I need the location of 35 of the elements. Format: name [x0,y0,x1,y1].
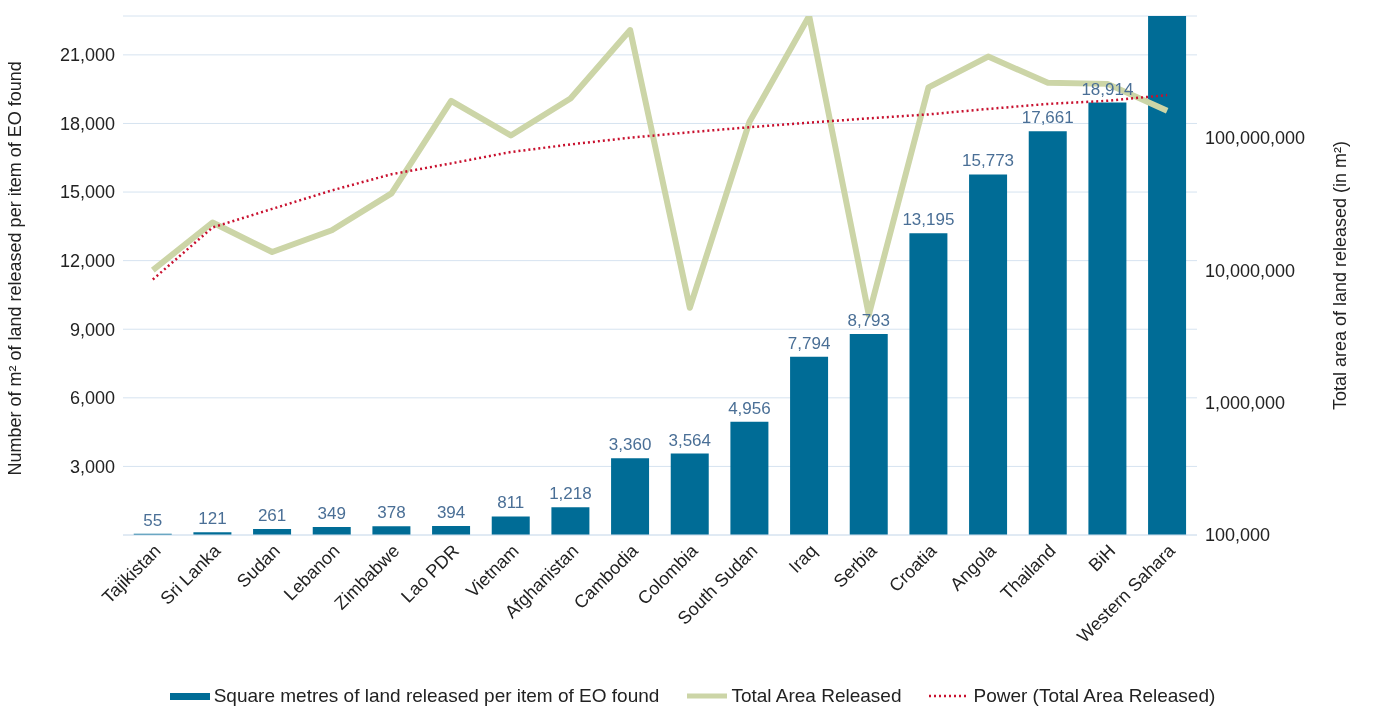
data-label: 349 [317,504,346,524]
data-label: 1,218 [549,484,592,504]
y2-tick-label: 10,000,000 [1205,260,1296,281]
x-tick-label: Iraq [784,540,822,577]
legend-label: Power (Total Area Released) [972,685,1216,707]
data-label: 4,956 [728,398,771,418]
data-label: 3,360 [608,435,652,455]
data-label: 8,793 [847,310,891,330]
y2-tick-label: 100,000,000 [1205,128,1306,149]
y2-tick-label: 1,000,000 [1205,392,1286,413]
y-tick-label: 9,000 [69,319,115,340]
data-label: 3,564 [668,430,712,450]
data-label: 121 [198,509,227,529]
y-tick-label: 15,000 [59,182,115,203]
y-tick-label: 6,000 [69,388,115,409]
y-tick-label: 3,000 [69,456,115,477]
data-label: 55 [143,510,163,530]
legend-label: Total Area Released [730,685,902,707]
data-label: 811 [497,493,525,513]
data-label: 17,661 [1021,108,1074,128]
x-tick-label: BiH [1084,540,1120,576]
data-label: 261 [257,506,287,526]
y-tick-label: 18,000 [59,113,115,134]
data-label: 7,794 [787,333,831,353]
data-label: 18,914 [1081,79,1134,99]
y2-axis-title: Total area of land released (in m²) [1330,140,1351,411]
y-tick-label: 12,000 [59,251,115,272]
y-axis-title: Number of m² of land released per item of EO found [5,61,26,476]
data-label: 13,195 [902,210,955,230]
y-tick-label: 21,000 [59,45,115,66]
data-label: 378 [377,503,406,523]
y2-tick-label: 100,000 [1205,525,1271,546]
data-label: 15,773 [962,151,1015,171]
legend-label: Square metres of land released per item of EO found [212,685,660,707]
data-label: 394 [436,502,466,522]
